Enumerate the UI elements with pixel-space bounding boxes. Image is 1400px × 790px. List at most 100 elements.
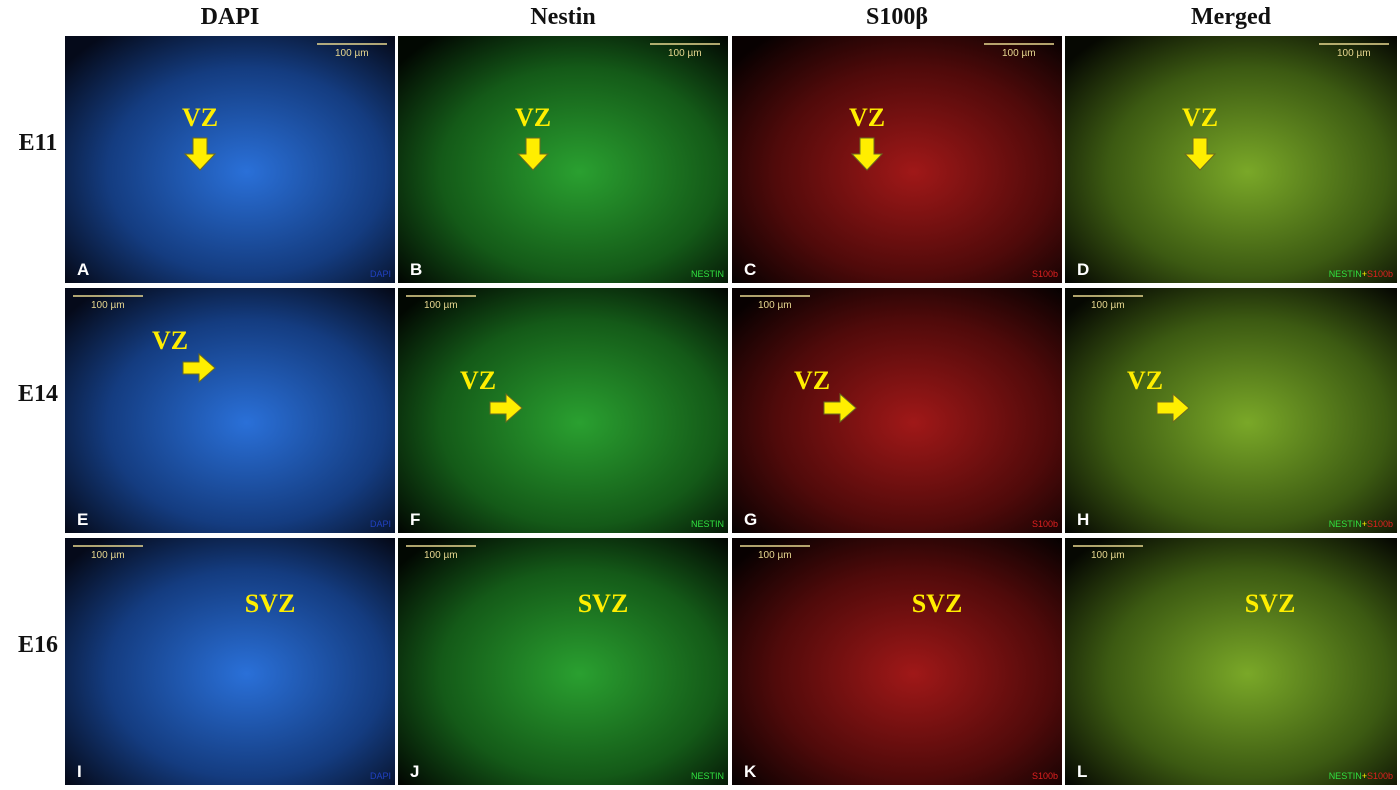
- scale-label: 100 µm: [91, 300, 125, 311]
- zone-label: VZ: [182, 103, 218, 132]
- scale-label: 100 µm: [1002, 48, 1036, 59]
- row-label: E14: [18, 381, 58, 407]
- micrograph: [1065, 36, 1397, 283]
- panel: 100 µm VZ A DAPI: [65, 36, 395, 283]
- zone-label: SVZ: [578, 589, 629, 618]
- panel: 100 µm VZ E DAPI: [65, 288, 395, 533]
- channel-part: NESTIN: [1329, 771, 1362, 781]
- channel-label: DAPI: [370, 269, 391, 279]
- micrograph: [398, 538, 728, 785]
- channel-part: DAPI: [370, 771, 391, 781]
- arrow: [183, 137, 217, 171]
- arrow: [1183, 137, 1217, 171]
- arrow: [823, 392, 857, 424]
- channel-label: S100b: [1032, 771, 1058, 781]
- column-header: Nestin: [530, 4, 595, 30]
- channel-label: NESTIN+S100b: [1329, 519, 1393, 529]
- channel-label: NESTIN: [691, 269, 724, 279]
- micrograph: [65, 36, 395, 283]
- arrow: [182, 352, 216, 384]
- scale-label: 100 µm: [1091, 300, 1125, 311]
- panel-letter: J: [410, 762, 419, 781]
- arrow: [850, 137, 884, 171]
- panel: 100 µm VZ H NESTIN+S100b: [1065, 288, 1397, 533]
- channel-label: NESTIN+S100b: [1329, 269, 1393, 279]
- zone-label: VZ: [1127, 366, 1163, 395]
- micrograph: [1065, 538, 1397, 785]
- micrograph: [398, 288, 728, 533]
- zone-label: VZ: [1182, 103, 1218, 132]
- channel-label: NESTIN+S100b: [1329, 771, 1393, 781]
- channel-part: NESTIN: [691, 519, 724, 529]
- column-header: S100β: [866, 4, 928, 30]
- micrograph: [398, 36, 728, 283]
- channel-label: NESTIN: [691, 771, 724, 781]
- row-label: E16: [18, 632, 58, 658]
- channel-label: DAPI: [370, 519, 391, 529]
- arrow: [1156, 392, 1190, 424]
- channel-part: NESTIN: [1329, 269, 1362, 279]
- channel-part: S100b: [1367, 269, 1393, 279]
- zone-label: VZ: [515, 103, 551, 132]
- panel: 100 µm SVZ K S100b: [732, 538, 1062, 785]
- channel-part: NESTIN: [1329, 519, 1362, 529]
- zone-label: VZ: [849, 103, 885, 132]
- channel-part: S100b: [1032, 771, 1058, 781]
- channel-part: S100b: [1032, 269, 1058, 279]
- channel-label: NESTIN: [691, 519, 724, 529]
- channel-part: DAPI: [370, 519, 391, 529]
- arrow: [489, 392, 523, 424]
- channel-part: NESTIN: [691, 269, 724, 279]
- channel-part: S100b: [1032, 519, 1058, 529]
- panel: 100 µm SVZ J NESTIN: [398, 538, 728, 785]
- micrograph: [65, 288, 395, 533]
- scale-label: 100 µm: [758, 300, 792, 311]
- scale-label: 100 µm: [424, 550, 458, 561]
- zone-label: SVZ: [912, 589, 963, 618]
- panel: 100 µm SVZ I DAPI: [65, 538, 395, 785]
- column-header: Merged: [1191, 4, 1272, 30]
- channel-part: +: [1362, 771, 1367, 781]
- panel: 100 µm VZ C S100b: [732, 36, 1062, 283]
- channel-label: S100b: [1032, 519, 1058, 529]
- panel-letter: F: [410, 510, 420, 529]
- channel-label: S100b: [1032, 269, 1058, 279]
- panel-letter: D: [1077, 260, 1089, 279]
- micrograph: [1065, 288, 1397, 533]
- panel: 100 µm SVZ L NESTIN+S100b: [1065, 538, 1397, 785]
- channel-part: NESTIN: [691, 771, 724, 781]
- scale-label: 100 µm: [1091, 550, 1125, 561]
- zone-label: VZ: [794, 366, 830, 395]
- scale-label: 100 µm: [335, 48, 369, 59]
- scale-label: 100 µm: [91, 550, 125, 561]
- panel: 100 µm VZ G S100b: [732, 288, 1062, 533]
- panel-letter: B: [410, 260, 422, 279]
- micrograph: [65, 538, 395, 785]
- panel-letter: A: [77, 260, 89, 279]
- panel-letter: H: [1077, 510, 1089, 529]
- panel-letter: E: [77, 510, 88, 529]
- panel-letter: C: [744, 260, 756, 279]
- channel-part: +: [1362, 519, 1367, 529]
- channel-part: S100b: [1367, 519, 1393, 529]
- zone-label: SVZ: [245, 589, 296, 618]
- row-label: E11: [19, 130, 58, 156]
- channel-part: DAPI: [370, 269, 391, 279]
- arrow: [516, 137, 550, 171]
- zone-label: VZ: [460, 366, 496, 395]
- channel-label: DAPI: [370, 771, 391, 781]
- panel-letter: I: [77, 762, 82, 781]
- scale-label: 100 µm: [758, 550, 792, 561]
- scale-label: 100 µm: [1337, 48, 1371, 59]
- panel: 100 µm VZ F NESTIN: [398, 288, 728, 533]
- zone-label: VZ: [152, 326, 188, 355]
- scale-label: 100 µm: [424, 300, 458, 311]
- column-header: DAPI: [201, 4, 260, 30]
- panel-letter: G: [744, 510, 757, 529]
- panel-letter: K: [744, 762, 757, 781]
- micrograph: [732, 36, 1062, 283]
- panel-letter: L: [1077, 762, 1087, 781]
- panel: 100 µm VZ B NESTIN: [398, 36, 728, 283]
- panel: 100 µm VZ D NESTIN+S100b: [1065, 36, 1397, 283]
